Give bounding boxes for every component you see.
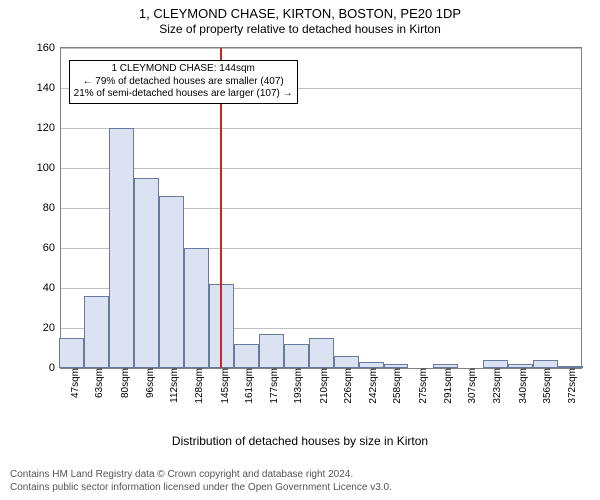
- x-tick-label: 291sqm: [441, 368, 454, 404]
- histogram-bar: [134, 178, 159, 368]
- x-tick-label: 210sqm: [317, 368, 330, 404]
- x-tick-label: 47sqm: [68, 368, 81, 398]
- footer-line-1: Contains HM Land Registry data © Crown c…: [10, 469, 392, 482]
- y-tick-label: 140: [37, 82, 61, 94]
- x-tick-label: 177sqm: [267, 368, 280, 404]
- plot-area-wrap: Number of detached properties 0204060801…: [0, 37, 600, 432]
- x-tick-label: 340sqm: [516, 368, 529, 404]
- x-tick-label: 323sqm: [490, 368, 503, 404]
- footer-line-2: Contains public sector information licen…: [10, 482, 392, 495]
- x-tick-label: 112sqm: [167, 368, 180, 403]
- annotation-line: ← 79% of detached houses are smaller (40…: [74, 76, 293, 89]
- y-tick-label: 80: [43, 202, 61, 214]
- x-tick-label: 96sqm: [143, 368, 156, 398]
- x-tick-label: 307sqm: [465, 368, 478, 404]
- x-tick-label: 372sqm: [565, 368, 578, 404]
- y-tick-label: 100: [37, 162, 61, 174]
- y-tick-label: 20: [43, 322, 61, 334]
- chart-subtitle: Size of property relative to detached ho…: [0, 22, 600, 37]
- x-tick-label: 145sqm: [218, 368, 231, 404]
- y-tick-label: 60: [43, 242, 61, 254]
- histogram-bar: [84, 296, 109, 368]
- histogram-bar: [184, 248, 209, 368]
- x-axis-label: Distribution of detached houses by size …: [0, 434, 600, 448]
- y-tick-label: 120: [37, 122, 61, 134]
- histogram-bar: [334, 356, 359, 368]
- x-tick-label: 80sqm: [118, 368, 131, 398]
- x-tick-label: 242sqm: [366, 368, 379, 404]
- histogram-bar: [234, 344, 259, 368]
- annotation-box: 1 CLEYMOND CHASE: 144sqm← 79% of detache…: [69, 60, 298, 104]
- x-tick-label: 63sqm: [92, 368, 105, 398]
- gridline: [61, 168, 581, 169]
- y-tick-label: 160: [37, 42, 61, 54]
- x-tick-label: 161sqm: [242, 368, 255, 404]
- x-tick-label: 128sqm: [192, 368, 205, 404]
- y-tick-label: 40: [43, 282, 61, 294]
- histogram-bar: [159, 196, 184, 368]
- histogram-bar: [259, 334, 284, 368]
- x-tick-label: 193sqm: [291, 368, 304, 404]
- plot-area: 02040608010012014016047sqm63sqm80sqm96sq…: [60, 47, 582, 369]
- x-tick-label: 258sqm: [390, 368, 403, 404]
- histogram-bar: [59, 338, 84, 368]
- histogram-bar: [309, 338, 334, 368]
- annotation-line: 1 CLEYMOND CHASE: 144sqm: [74, 63, 293, 76]
- histogram-bar: [109, 128, 134, 368]
- gridline: [61, 128, 581, 129]
- histogram-bar: [284, 344, 309, 368]
- annotation-line: 21% of semi-detached houses are larger (…: [74, 88, 293, 101]
- x-tick-label: 356sqm: [540, 368, 553, 404]
- chart-title: 1, CLEYMOND CHASE, KIRTON, BOSTON, PE20 …: [0, 6, 600, 22]
- gridline: [61, 48, 581, 49]
- attribution-footer: Contains HM Land Registry data © Crown c…: [10, 469, 392, 494]
- x-tick-label: 226sqm: [341, 368, 354, 404]
- x-tick-label: 275sqm: [416, 368, 429, 404]
